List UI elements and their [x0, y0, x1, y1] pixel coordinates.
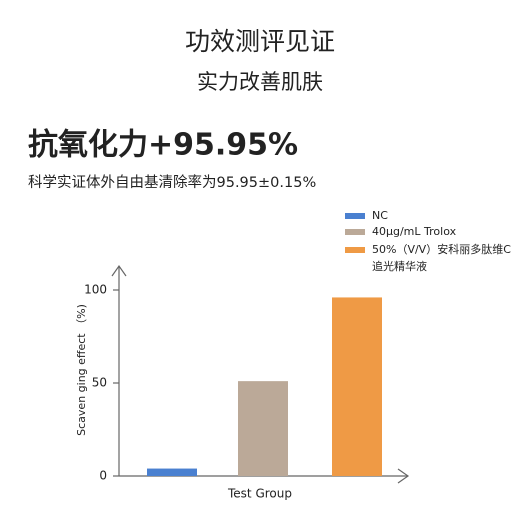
x-axis-label: Test Group	[227, 487, 292, 501]
headline: 抗氧化力+95.95%	[28, 128, 298, 163]
y-tick-label: 50	[92, 376, 107, 390]
bar	[238, 381, 288, 476]
legend-swatch	[345, 247, 365, 253]
claim: 科学实证体外自由基清除率为95.95±0.15%	[28, 174, 316, 191]
subtitle: 实力改善肌肤	[197, 70, 323, 94]
legend-swatch	[345, 213, 365, 219]
bar	[147, 468, 197, 476]
bar	[332, 297, 382, 476]
legend-label: 50%（V/V）安科丽多肽维C追光精华液	[372, 243, 511, 273]
legend-label: 40μg/mL Trolox	[372, 225, 457, 238]
y-axis-label: Scaven ging effect （%)	[75, 304, 88, 436]
y-tick-label: 0	[99, 469, 107, 483]
y-tick-label: 100	[84, 283, 107, 297]
legend-label: NC	[372, 209, 388, 222]
title: 功效测评见证	[185, 27, 335, 56]
legend-swatch	[345, 229, 365, 235]
